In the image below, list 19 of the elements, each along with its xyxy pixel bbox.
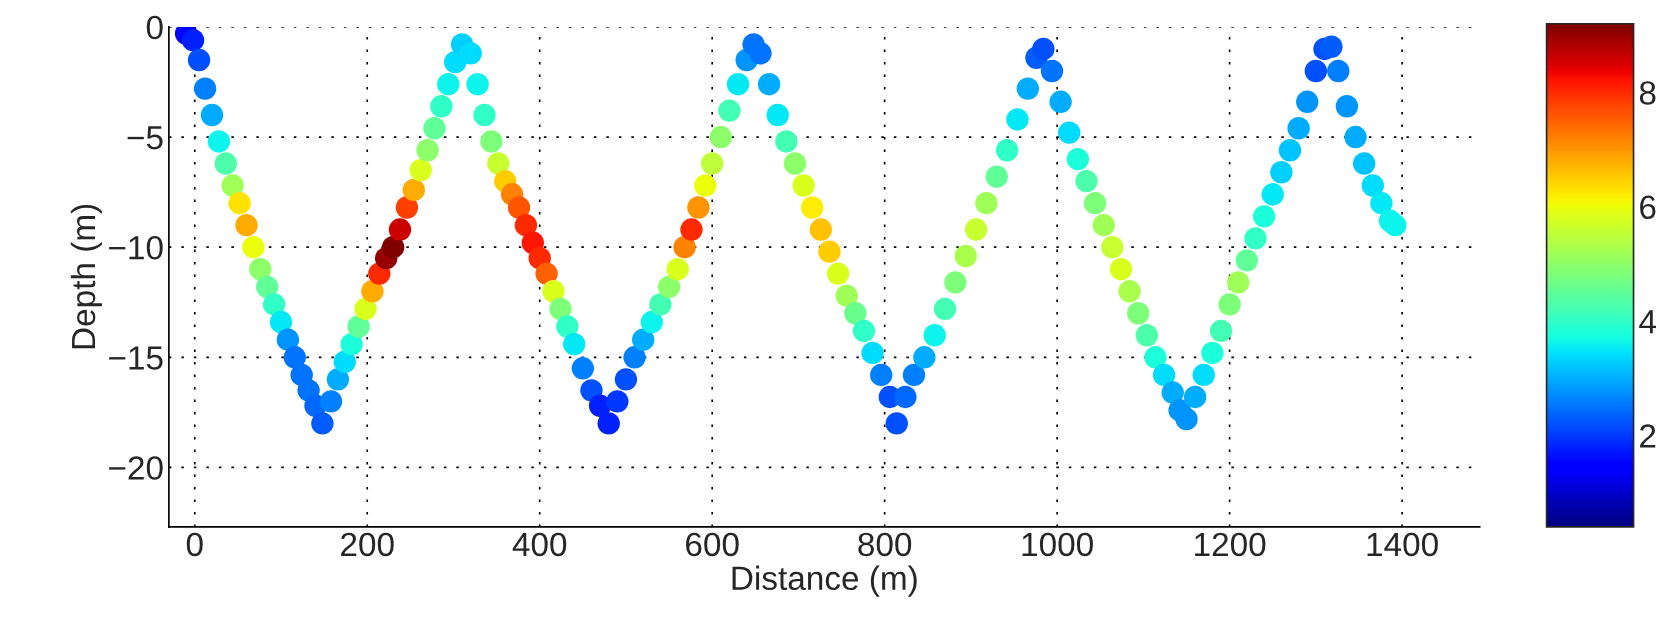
x-tick-label: 600 (686, 532, 739, 557)
y-tick-label: −20 (109, 456, 163, 480)
color-bar-label: 6 (1640, 195, 1656, 220)
y-tick-label: −15 (109, 346, 163, 370)
color-bar-label: 4 (1639, 310, 1656, 334)
x-tick-label: 1200 (1195, 532, 1266, 557)
y-tick-label: 0 (146, 15, 163, 40)
x-tick-label: 800 (858, 532, 912, 557)
x-axis-title: Distance (m) (732, 565, 917, 597)
x-tick-label: 400 (512, 532, 567, 557)
x-tick-label: 1000 (1022, 532, 1093, 557)
y-axis-title: Depth (m) (70, 204, 102, 349)
color-bar-label: 2 (1640, 424, 1656, 448)
y-tick-label: −5 (127, 126, 163, 150)
x-tick-label: 200 (341, 532, 394, 557)
x-tick-label: 0 (186, 532, 203, 557)
color-bar-label: 8 (1639, 81, 1656, 105)
y-tick-label: −10 (109, 235, 163, 260)
x-tick-label: 1400 (1367, 532, 1438, 557)
